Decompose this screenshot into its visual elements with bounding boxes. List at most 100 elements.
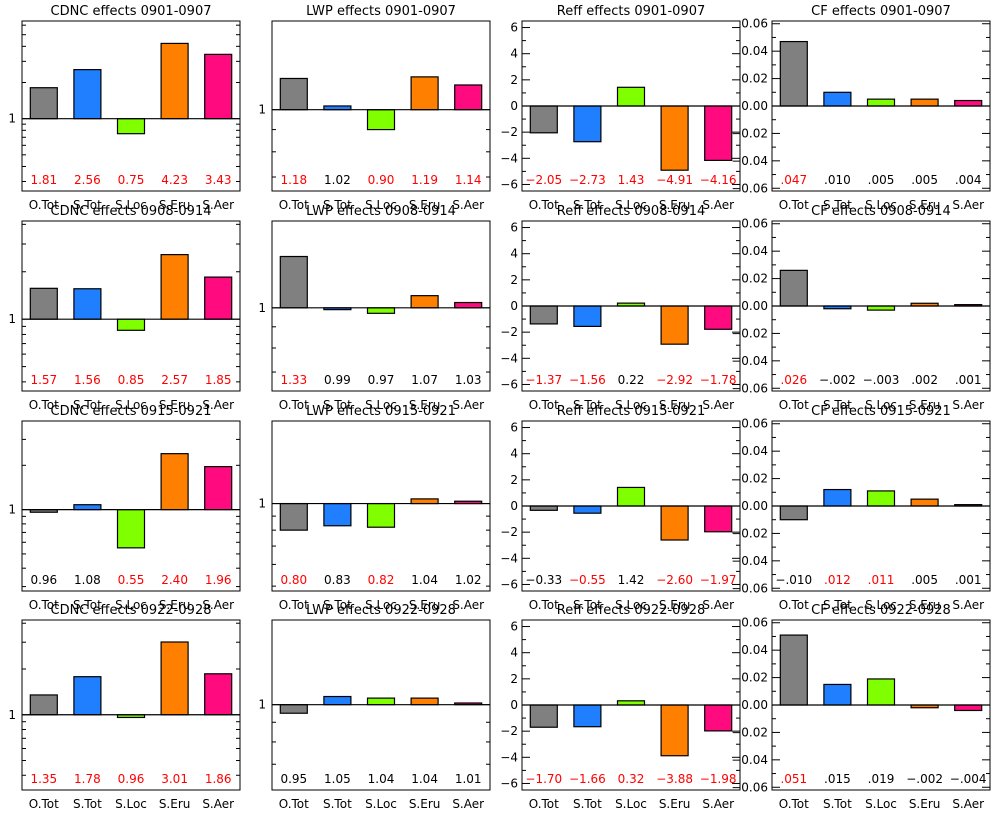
x-tick-label: S.Eru (159, 797, 191, 811)
bar-s-tot (573, 305, 602, 327)
x-tick-label: S.Eru (159, 198, 191, 212)
y-tick-label: 6 (510, 620, 518, 634)
bar-s-aer (204, 673, 233, 716)
bar-o-tot (529, 305, 558, 325)
y-tick-label: 0.02 (741, 272, 768, 286)
chart-title: CF effects 0901-0907 (811, 4, 951, 19)
x-tick-label: S.Loc (615, 398, 647, 412)
bar-s-aer (204, 466, 233, 511)
y-tick-label: −0.02 (731, 326, 768, 340)
y-tick-label: −0.06 (731, 381, 768, 395)
bar-s-aer (954, 99, 983, 107)
value-label: −1.97 (700, 573, 737, 587)
bar-o-tot (779, 269, 808, 307)
x-tick-label: S.Loc (615, 198, 647, 212)
y-tick-label: −0.04 (731, 354, 768, 368)
value-label: 0.99 (324, 373, 351, 387)
chart-title: Reff effects 0908-0914 (557, 204, 706, 219)
plot-frame (271, 20, 491, 192)
x-tick-label: O.Tot (529, 598, 559, 612)
bar-o-tot (29, 694, 58, 716)
y-tick-label: −6 (500, 577, 518, 591)
value-label: −2.92 (656, 373, 693, 387)
value-label: −1.56 (569, 373, 606, 387)
x-tick-label: S.Aer (702, 198, 734, 212)
x-tick-label: S.Eru (159, 398, 191, 412)
value-label: −.003 (863, 373, 900, 387)
y-tick-label: −0.02 (731, 725, 768, 739)
bar-s-eru (660, 704, 689, 757)
x-tick-label: O.Tot (279, 598, 309, 612)
x-tick-label: S.Aer (452, 198, 484, 212)
value-label: 1.43 (618, 173, 645, 187)
y-tick-label: −2 (500, 125, 518, 139)
y-tick-label: −4 (500, 351, 518, 365)
y-tick-label: 2 (510, 73, 518, 87)
value-label: 1.78 (74, 772, 101, 786)
y-tick-label: −6 (500, 177, 518, 191)
value-label: −1.66 (569, 772, 606, 786)
value-label: −.002 (906, 772, 943, 786)
y-tick-label: 1 (8, 503, 16, 517)
value-label: 1.08 (74, 573, 101, 587)
bar-s-eru (160, 453, 189, 511)
chart-title: CDNC effects 0908-0914 (51, 204, 212, 219)
x-tick-label: S.Loc (615, 598, 647, 612)
x-tick-label: S.Loc (365, 198, 397, 212)
x-tick-label: S.Tot (573, 398, 602, 412)
y-tick-label: 0.00 (741, 299, 768, 313)
y-tick-label: −0.02 (731, 126, 768, 140)
bar-s-loc (366, 697, 396, 706)
x-tick-label: S.Aer (202, 398, 234, 412)
x-tick-label: S.Aer (952, 198, 984, 212)
y-tick-label: −0.04 (731, 753, 768, 767)
value-label: .011 (868, 573, 895, 587)
x-tick-label: O.Tot (779, 797, 809, 811)
panel-1: CDNC effects 0901-0907 1 1.81 O.Tot 2.56 S.To… (8, 4, 241, 212)
y-tick-label: −6 (500, 776, 518, 790)
value-label: −2.60 (656, 573, 693, 587)
value-label: 1.35 (30, 772, 57, 786)
y-tick-label: 0 (510, 299, 518, 313)
x-tick-label: O.Tot (529, 797, 559, 811)
y-tick-label: −0.02 (731, 526, 768, 540)
bar-s-eru (160, 42, 189, 120)
chart-title: LWP effects 0901-0907 (306, 4, 456, 19)
x-tick-label: S.Eru (909, 797, 941, 811)
x-tick-label: O.Tot (279, 198, 309, 212)
panel-7: Reff effects 0908-0914 6 4 2 0 −2 −4 −6 −1.37 O.T… (500, 204, 741, 412)
chart-title: Reff effects 0915-0921 (557, 404, 706, 419)
x-tick-label: S.Tot (73, 398, 102, 412)
x-tick-label: S.Eru (909, 598, 941, 612)
y-tick-label: 0.04 (741, 444, 768, 458)
value-label: −1.98 (700, 772, 737, 786)
value-label: 2.57 (161, 373, 188, 387)
y-tick-label: 2 (510, 672, 518, 686)
bar-s-eru (660, 305, 689, 345)
x-tick-label: S.Eru (659, 598, 691, 612)
y-tick-label: 0.02 (741, 72, 768, 86)
x-tick-label: S.Eru (409, 398, 441, 412)
chart-title: CF effects 0915-0921 (811, 404, 951, 419)
value-label: .010 (824, 173, 851, 187)
chart-title: LWP effects 0922-0928 (306, 603, 456, 618)
value-label: −4.16 (700, 173, 737, 187)
y-tick-label: −0.06 (731, 581, 768, 595)
value-label: −.010 (775, 573, 812, 587)
y-tick-label: −2 (500, 724, 518, 738)
bar-o-tot (29, 87, 58, 120)
x-tick-label: S.Tot (823, 598, 852, 612)
x-tick-label: S.Aer (702, 797, 734, 811)
x-tick-label: S.Eru (159, 598, 191, 612)
value-label: −0.55 (569, 573, 606, 587)
x-tick-label: S.Loc (115, 598, 147, 612)
x-tick-label: O.Tot (779, 198, 809, 212)
x-tick-label: S.Loc (115, 797, 147, 811)
y-tick-label: 6 (510, 21, 518, 35)
y-tick-label: 0.04 (741, 643, 768, 657)
x-tick-label: S.Tot (73, 198, 102, 212)
bar-s-loc (116, 118, 146, 135)
bar-s-aer (704, 505, 733, 533)
value-label: 0.75 (118, 173, 145, 187)
